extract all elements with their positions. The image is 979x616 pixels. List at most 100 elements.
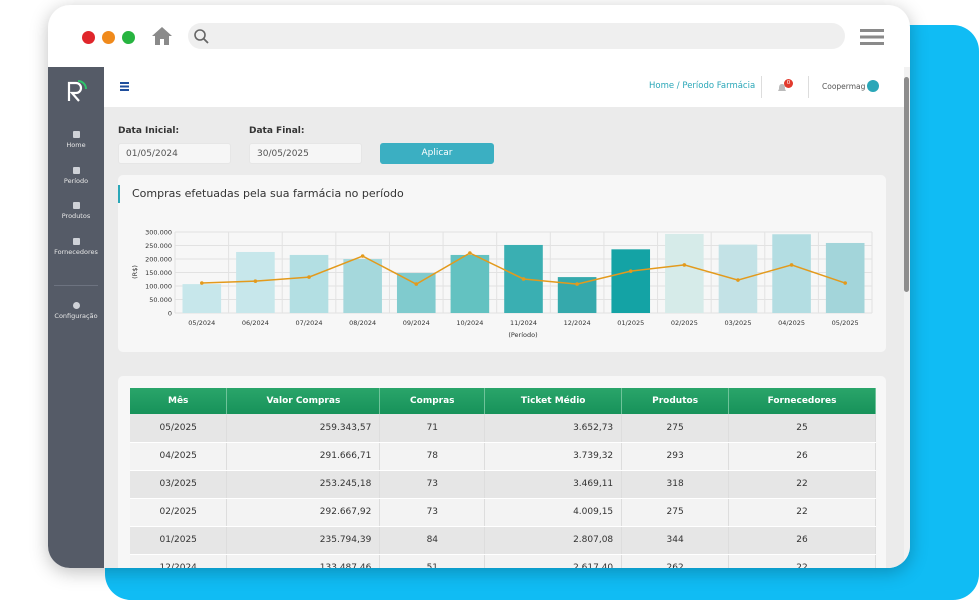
user-name[interactable]: Coopermag — [822, 82, 865, 91]
chart-title: Compras efetuadas pela sua farmácia no p… — [132, 187, 404, 200]
nav-fornecedores[interactable]: Fornecedores — [48, 238, 104, 256]
line-point — [468, 251, 472, 255]
x-tick-label: 09/2024 — [403, 319, 430, 327]
table-cell: 253.245,18 — [227, 470, 380, 498]
table-card: MêsValor ComprasComprasTicket MédioProdu… — [118, 376, 886, 568]
table-cell: 01/2025 — [130, 526, 227, 554]
table-cell: 262 — [622, 554, 729, 568]
line-point — [629, 269, 633, 273]
nav-config[interactable]: Configuração — [48, 302, 104, 320]
nav-label: Configuração — [54, 312, 97, 320]
search-icon — [188, 23, 214, 49]
scroll-thumb[interactable] — [904, 77, 909, 292]
data-table: MêsValor ComprasComprasTicket MédioProdu… — [130, 388, 876, 568]
minimize-dot[interactable] — [102, 31, 115, 44]
table-cell: 293 — [622, 442, 729, 470]
table-cell: 3.469,11 — [485, 470, 622, 498]
table-cell: 3.652,73 — [485, 414, 622, 442]
table-cell: 275 — [622, 414, 729, 442]
y-tick-label: 150.000 — [145, 269, 172, 277]
table-cell: 344 — [622, 526, 729, 554]
table-row: 02/2025292.667,92734.009,1527522 — [130, 498, 876, 526]
table-row: 05/2025259.343,57713.652,7327525 — [130, 414, 876, 442]
table-cell: 71 — [380, 414, 485, 442]
home-icon[interactable] — [151, 25, 173, 47]
notification-badge: 0 — [784, 79, 793, 88]
table-body: 05/2025259.343,57713.652,732752504/20252… — [130, 414, 876, 568]
x-tick-label: 07/2024 — [296, 319, 323, 327]
x-tick-label: 05/2024 — [188, 319, 215, 327]
table-cell: 12/2024 — [130, 554, 227, 568]
table-row: 12/2024133.487,46512.617,4026222 — [130, 554, 876, 568]
table-cell: 292.667,92 — [227, 498, 380, 526]
start-input[interactable]: 01/05/2024 — [118, 143, 231, 164]
nav-produtos[interactable]: Produtos — [48, 202, 104, 220]
column-header[interactable]: Fornecedores — [729, 388, 876, 414]
x-tick-label: 04/2025 — [778, 319, 805, 327]
line-point — [361, 254, 365, 258]
nav-label: Home — [66, 141, 85, 149]
line-point — [575, 282, 579, 286]
bar — [183, 284, 222, 313]
chart: Compras efetuadas pela sua farmácia no p… — [118, 175, 886, 352]
y-tick-label: 250.000 — [145, 242, 172, 250]
column-header[interactable]: Valor Compras — [227, 388, 380, 414]
divider — [808, 76, 809, 98]
table-cell: 3.739,32 — [485, 442, 622, 470]
table-row: 01/2025235.794,39842.807,0834426 — [130, 526, 876, 554]
table-cell: 2.617,40 — [485, 554, 622, 568]
bar — [611, 249, 650, 313]
breadcrumb[interactable]: Home / Período Farmácia — [649, 81, 755, 91]
table-cell: 84 — [380, 526, 485, 554]
nav-home[interactable]: Home — [48, 131, 104, 149]
end-input[interactable]: 30/05/2025 — [249, 143, 362, 164]
line-point — [307, 275, 311, 279]
table-cell: 259.343,57 — [227, 414, 380, 442]
line-point — [683, 263, 687, 267]
bar — [451, 255, 490, 313]
column-header[interactable]: Compras — [380, 388, 485, 414]
y-axis-label: (R$) — [131, 265, 139, 279]
divider — [54, 285, 98, 286]
table-cell: 73 — [380, 470, 485, 498]
table-cell: 235.794,39 — [227, 526, 380, 554]
avatar[interactable] — [867, 80, 879, 92]
table-cell: 133.487,46 — [227, 554, 380, 568]
column-header[interactable]: Mês — [130, 388, 227, 414]
end-label: Data Final: — [249, 126, 304, 136]
bar — [343, 259, 382, 313]
table-cell: 22 — [729, 498, 876, 526]
y-tick-label: 100.000 — [145, 282, 172, 290]
bar — [397, 273, 436, 313]
nav-periodo[interactable]: Período — [48, 167, 104, 185]
x-tick-label: 08/2024 — [349, 319, 376, 327]
close-dot[interactable] — [82, 31, 95, 44]
x-tick-label: 03/2025 — [724, 319, 751, 327]
x-tick-label: 01/2025 — [617, 319, 644, 327]
line-point — [254, 279, 258, 283]
line-point — [200, 281, 204, 285]
table-cell: 2.807,08 — [485, 526, 622, 554]
maximize-dot[interactable] — [122, 31, 135, 44]
y-tick-label: 50.000 — [149, 296, 172, 304]
table-cell: 26 — [729, 442, 876, 470]
bar — [290, 255, 329, 313]
menu-icon[interactable] — [860, 27, 884, 47]
table-cell: 04/2025 — [130, 442, 227, 470]
table-cell: 22 — [729, 554, 876, 568]
sidebar: Home Período Produtos Fornecedores Confi… — [48, 67, 104, 568]
column-header[interactable]: Produtos — [622, 388, 729, 414]
column-header[interactable]: Ticket Médio — [485, 388, 622, 414]
toggle-icon[interactable] — [120, 82, 130, 91]
address-bar[interactable] — [188, 23, 845, 49]
line-point — [843, 281, 847, 285]
chart-card: Compras efetuadas pela sua farmácia no p… — [118, 175, 886, 352]
header-row: MêsValor ComprasComprasTicket MédioProdu… — [130, 388, 876, 414]
table-cell: 318 — [622, 470, 729, 498]
table-cell: 03/2025 — [130, 470, 227, 498]
apply-button[interactable]: Aplicar — [380, 143, 494, 164]
line-point — [790, 263, 794, 267]
x-tick-label: 05/2025 — [832, 319, 859, 327]
table-cell: 78 — [380, 442, 485, 470]
